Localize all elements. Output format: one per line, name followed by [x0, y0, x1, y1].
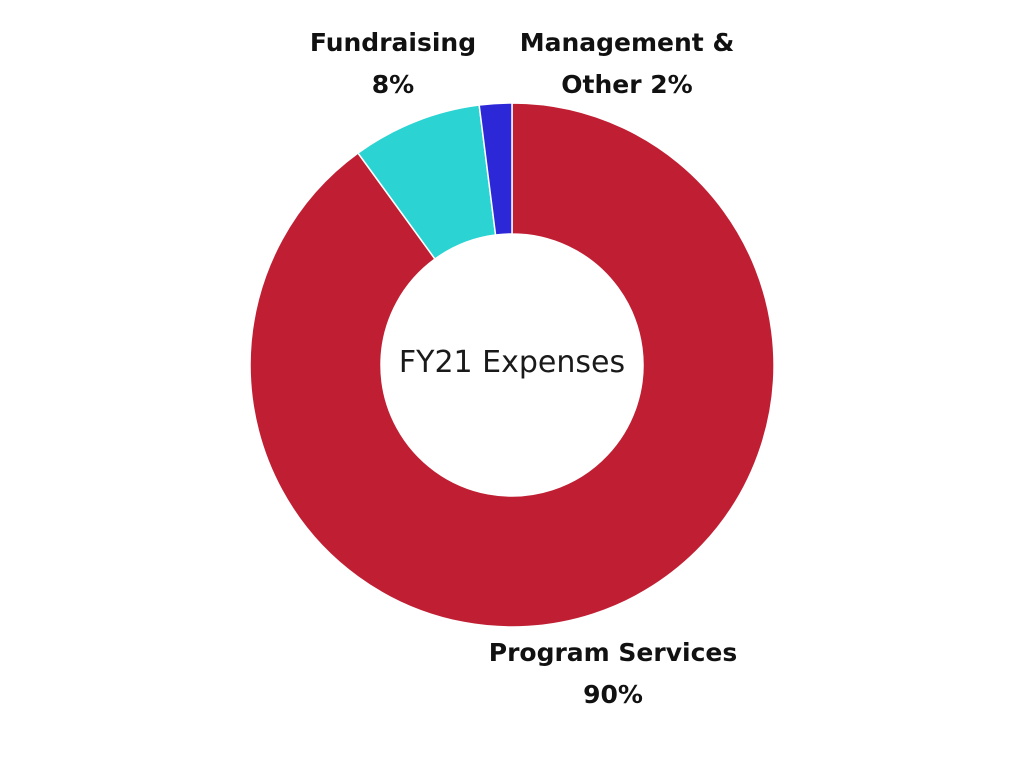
chart-title: FY21 Expenses: [398, 345, 626, 380]
label-fundraising-name: Fundraising: [309, 28, 477, 57]
label-program-services: Program Services 90%: [472, 632, 754, 716]
label-fundraising: Fundraising 8%: [303, 22, 483, 106]
label-management-line1: Management &: [519, 28, 735, 57]
label-management-line2: Other 2%: [561, 70, 693, 99]
label-program-value: 90%: [583, 680, 643, 709]
slice-program-services: [249, 102, 775, 628]
label-program-name: Program Services: [488, 638, 738, 667]
slices-group: [249, 102, 775, 628]
label-fundraising-value: 8%: [371, 70, 415, 99]
slice-management-other: [478, 102, 513, 236]
label-management-other: Management & Other 2%: [510, 22, 744, 106]
